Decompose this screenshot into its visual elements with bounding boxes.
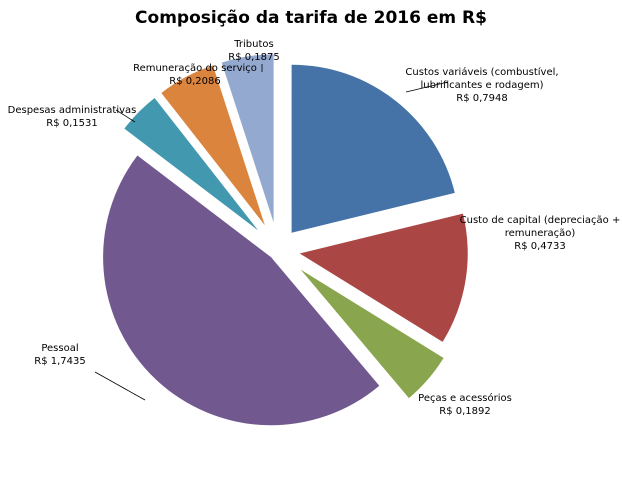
pie-slice — [161, 65, 265, 226]
pie-slice — [291, 64, 455, 233]
slice-label-text: Remuneração do serviço — [133, 63, 257, 74]
slice-value-label: R$ 0,1531 — [46, 118, 98, 129]
chart-title: Composição da tarifa de 2016 em R$ — [135, 8, 487, 28]
slice-value-label: R$ 0,2086 — [169, 76, 221, 87]
slice-value-label: R$ 0,7948 — [456, 93, 508, 104]
leader-line — [405, 81, 449, 93]
slice-label: Tributos R$ 0,1875 — [144, 38, 364, 64]
slice-value-label: R$ 0,4733 — [514, 241, 566, 252]
pie-slice — [221, 54, 274, 223]
slice-label-text: Custos variáveis (combustível, — [405, 67, 559, 78]
pie-slice — [103, 155, 380, 426]
pie-slice — [300, 269, 444, 399]
leader-line — [94, 371, 146, 401]
slice-label: Despesas administrativas R$ 0,1531 — [0, 104, 182, 130]
slice-label: Custos variáveis (combustível, lubrifican… — [372, 66, 592, 105]
slice-label: Custo de capital (depreciação + remuneraç… — [430, 214, 622, 253]
slice-label: Remuneração do serviço R$ 0,2086 — [85, 62, 305, 88]
pie-slice — [124, 97, 259, 231]
slice-label-text: lubrificantes e rodagem) — [420, 80, 544, 91]
slice-label-text: Tributos — [234, 39, 274, 50]
pie-slice — [299, 213, 468, 342]
slice-label-text: Peças e acessórios — [418, 393, 512, 404]
slice-label-text: Despesas administrativas — [7, 105, 137, 116]
slice-label: Peças e acessórios R$ 0,1892 — [355, 392, 575, 418]
slice-label-text: Pessoal — [41, 343, 79, 354]
leader-line — [115, 109, 136, 123]
slice-value-label: R$ 0,1892 — [439, 406, 491, 417]
slice-label-text: remuneração) — [504, 228, 576, 239]
slice-value-label: R$ 0,1875 — [228, 52, 280, 63]
slice-value-label: R$ 1,7435 — [34, 356, 86, 367]
slice-label: Pessoal R$ 1,7435 — [0, 342, 170, 368]
slice-label-text: Custo de capital (depreciação + — [459, 215, 621, 226]
